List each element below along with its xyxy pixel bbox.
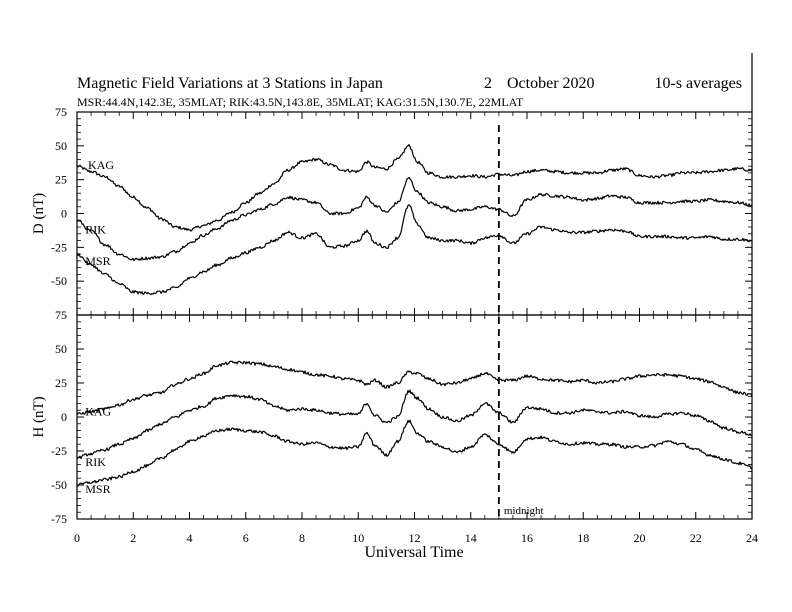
data-series (76, 144, 753, 487)
y-tick-label: -50 (51, 478, 67, 492)
y-tick-label: -25 (51, 444, 67, 458)
y-tick-label: 75 (55, 105, 67, 119)
y-tick-label: -50 (51, 274, 67, 288)
x-tick-label: 24 (746, 531, 758, 545)
chart-date: October 2020 (507, 75, 595, 92)
series-label-d-rik: RIK (85, 223, 106, 237)
y-tick-label: 50 (55, 342, 67, 356)
x-tick-label: 14 (465, 531, 477, 545)
x-tick-label: 10 (352, 531, 364, 545)
panel-d-ylabel: D (nT) (31, 193, 47, 234)
series-line-d-kag (76, 144, 753, 232)
chart-stations-info: MSR:44.4N,142.3E, 35MLAT; RIK:43.5N,143.… (77, 95, 524, 109)
x-tick-label: 16 (521, 531, 533, 545)
y-tick-label: 0 (61, 207, 67, 221)
x-tick-label: 20 (634, 531, 646, 545)
x-tick-label: 4 (187, 531, 193, 545)
series-line-d-rik (76, 176, 753, 262)
x-tick-label: 18 (577, 531, 589, 545)
x-tick-label: 12 (409, 531, 421, 545)
chart-averaging: 10-s averages (654, 75, 742, 92)
series-label-h-msr: MSR (85, 482, 110, 496)
chart-title: Magnetic Field Variations at 3 Stations … (77, 75, 383, 92)
y-tick-label: 75 (55, 308, 67, 322)
panel-d-frame (76, 111, 753, 316)
series-line-h-kag (76, 360, 753, 416)
series-label-d-msr: MSR (85, 254, 110, 268)
series-line-h-rik (76, 389, 753, 460)
axis-ticks (76, 111, 753, 520)
series-label-d-kag: KAG (88, 158, 114, 172)
x-axis-label: Universal Time (364, 544, 463, 561)
y-tick-label: -75 (51, 512, 67, 526)
tick-labels: 75 50 25 0 -25 -50 KAG RIK MSR 75 50 25 0 -25 -50 -75 KA… (51, 105, 758, 545)
x-tick-label: 22 (690, 531, 702, 545)
x-tick-label: 0 (74, 531, 80, 545)
y-tick-label: 0 (61, 410, 67, 424)
x-tick-label: 2 (130, 531, 136, 545)
y-tick-label: -25 (51, 240, 67, 254)
y-tick-label: 50 (55, 139, 67, 153)
panel-h-ylabel: H (nT) (31, 396, 47, 437)
series-label-h-kag: KAG (85, 405, 111, 419)
x-tick-label: 8 (299, 531, 305, 545)
x-tick-label: 6 (243, 531, 249, 545)
series-line-h-msr (76, 419, 753, 487)
midnight-label: midnight (504, 505, 544, 517)
chart-date-day: 2 (484, 75, 492, 92)
series-line-d-msr (76, 204, 753, 296)
series-label-h-rik: RIK (85, 455, 106, 469)
y-tick-label: 25 (55, 173, 67, 187)
y-tick-label: 25 (55, 376, 67, 390)
